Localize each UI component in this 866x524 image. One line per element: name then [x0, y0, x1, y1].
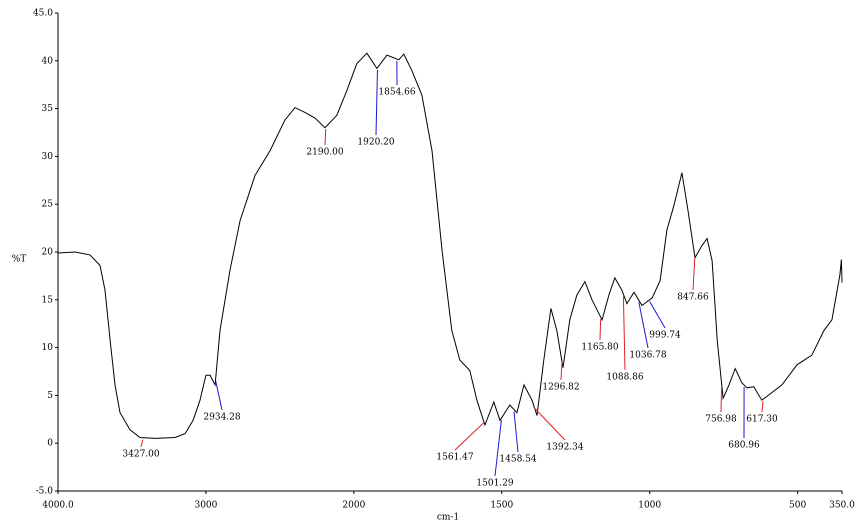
peak-label: 1036.78 — [629, 351, 666, 361]
x-tick-label: 350.0 — [829, 501, 855, 511]
y-tick-label: 35 — [42, 104, 54, 114]
peak-leader — [533, 406, 566, 441]
spectrum-line — [57, 52, 843, 439]
peak-label: 999.74 — [649, 331, 681, 341]
y-tick-label: 30 — [42, 152, 54, 162]
peak-label: 847.66 — [677, 293, 709, 303]
x-axis-label: cm-1 — [437, 513, 459, 523]
peak-label: 1920.20 — [357, 138, 394, 148]
peak-label: 1392.34 — [546, 443, 583, 453]
peak-leader — [599, 319, 602, 341]
peak-label: 1165.80 — [581, 343, 618, 353]
y-tick-label: 0 — [47, 439, 53, 449]
y-tick-label: -5.0 — [36, 487, 54, 497]
peak-leader — [454, 422, 484, 451]
peak-leader — [638, 302, 649, 349]
x-tick-label: 500 — [789, 501, 806, 511]
peak-leader — [560, 362, 563, 381]
peak-leader — [215, 380, 223, 411]
y-tick-label: 40 — [42, 56, 54, 66]
peak-label: 756.98 — [705, 415, 737, 425]
peak-label: 1458.54 — [499, 455, 536, 465]
y-tick-label: 45.0 — [33, 9, 53, 19]
peak-leader — [720, 385, 723, 413]
y-tick-label: 15 — [42, 295, 54, 305]
y-axis-label: %T — [12, 255, 27, 265]
y-tick-label: 5 — [47, 391, 53, 401]
peak-leader — [324, 128, 327, 146]
peak-leader — [375, 69, 378, 136]
y-tick-label: 20 — [42, 248, 54, 258]
peak-label: 3427.00 — [122, 450, 159, 460]
peak-label: 1088.86 — [606, 373, 643, 383]
x-tick-label: 4000.0 — [42, 501, 74, 511]
peak-label: 2190.00 — [306, 148, 343, 158]
peak-label: 617.30 — [746, 415, 778, 425]
x-tick-label: 1500 — [490, 501, 513, 511]
peak-leader — [622, 296, 626, 371]
x-tick-label: 1000 — [638, 501, 661, 511]
y-tick-label: 25 — [42, 200, 54, 210]
peak-leader — [494, 420, 502, 477]
x-tick-label: 3000 — [194, 501, 217, 511]
peak-label: 2934.28 — [203, 413, 240, 423]
peak-leader — [761, 401, 764, 413]
peak-label: 1501.29 — [476, 479, 513, 489]
peak-label: 1296.82 — [542, 383, 579, 393]
peak-leader — [140, 439, 144, 448]
peak-label: 1854.66 — [378, 88, 415, 98]
peak-label: 680.96 — [728, 441, 760, 451]
peak-leader — [513, 411, 519, 453]
peak-leader — [692, 258, 696, 291]
peak-leader — [649, 301, 666, 329]
x-tick-label: 2000 — [342, 501, 365, 511]
y-tick-label: 10 — [42, 343, 54, 353]
peak-label: 1561.47 — [436, 453, 473, 463]
